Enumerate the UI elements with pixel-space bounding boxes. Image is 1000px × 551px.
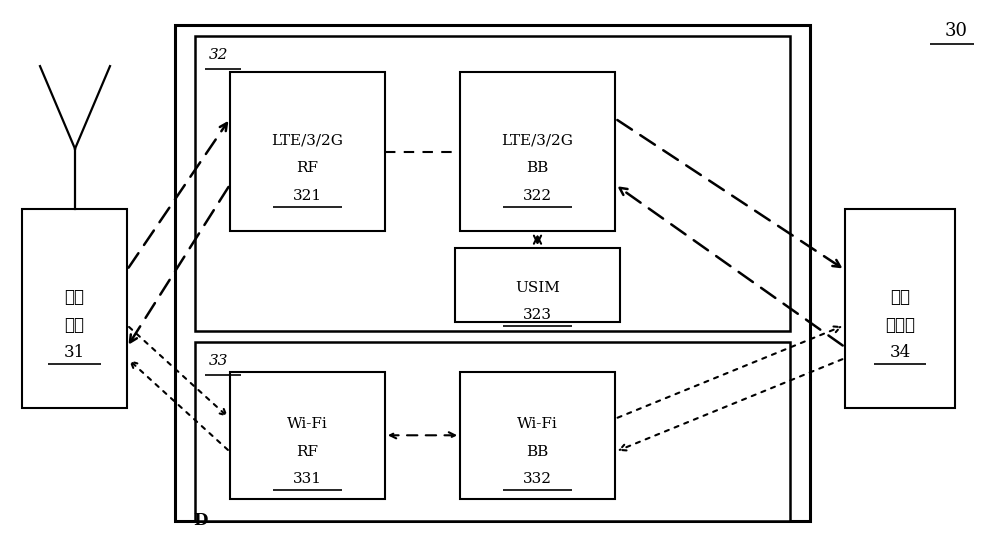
Bar (175, 25, 810, 521)
Bar (460, 372, 615, 499)
Text: 模块: 模块 (64, 317, 84, 333)
Text: 30: 30 (945, 22, 968, 40)
Bar (230, 372, 385, 499)
Text: 天线: 天线 (64, 289, 84, 306)
Bar (455, 248, 620, 322)
Bar (460, 72, 615, 231)
Text: 321: 321 (293, 188, 322, 203)
Bar (845, 209, 955, 408)
Text: Wi-Fi: Wi-Fi (517, 417, 558, 431)
Text: 处理器: 处理器 (885, 317, 915, 333)
Text: 34: 34 (889, 344, 911, 361)
Text: USIM: USIM (515, 281, 560, 295)
Bar (195, 36, 790, 331)
Text: 323: 323 (523, 309, 552, 322)
Bar (230, 72, 385, 231)
Text: 322: 322 (523, 188, 552, 203)
Bar (195, 342, 790, 521)
Text: LTE/3/2G: LTE/3/2G (502, 133, 574, 148)
Text: BB: BB (526, 161, 549, 175)
Text: D: D (193, 512, 207, 529)
Text: 31: 31 (64, 344, 85, 361)
Text: RF: RF (296, 445, 318, 459)
Text: 32: 32 (209, 48, 229, 62)
Text: 应用: 应用 (890, 289, 910, 306)
Text: RF: RF (296, 161, 318, 175)
Text: BB: BB (526, 445, 549, 459)
Text: 33: 33 (209, 354, 229, 368)
Text: Wi-Fi: Wi-Fi (287, 417, 328, 431)
Bar (22, 209, 127, 408)
Text: 332: 332 (523, 472, 552, 487)
Text: LTE/3/2G: LTE/3/2G (272, 133, 344, 148)
Text: 331: 331 (293, 472, 322, 487)
